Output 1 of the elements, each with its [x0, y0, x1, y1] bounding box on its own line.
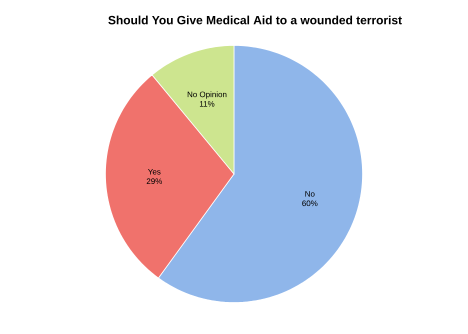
chart-title: Should You Give Medical Aid to a wounded terrorist	[108, 16, 402, 24]
